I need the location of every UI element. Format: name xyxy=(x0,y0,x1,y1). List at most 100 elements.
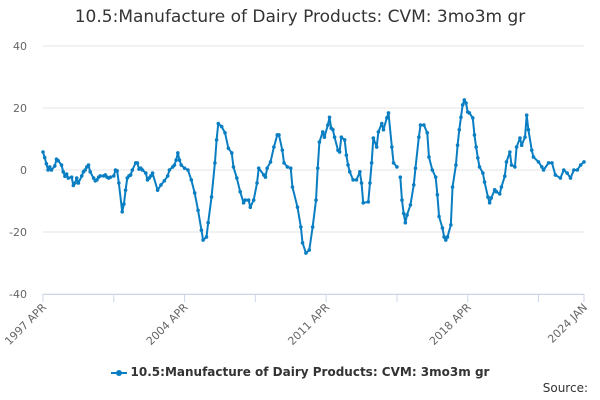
data-point xyxy=(561,168,566,172)
data-point xyxy=(422,123,426,127)
data-point xyxy=(149,174,153,178)
data-point xyxy=(442,235,446,239)
data-point xyxy=(401,211,406,216)
data-point xyxy=(514,145,519,149)
data-point xyxy=(159,183,163,187)
data-point xyxy=(405,213,409,217)
data-point xyxy=(381,127,386,132)
data-point xyxy=(322,135,327,139)
data-point xyxy=(339,135,344,139)
data-point xyxy=(165,174,170,178)
data-point xyxy=(369,161,374,165)
data-point xyxy=(508,150,512,154)
data-point xyxy=(98,174,103,178)
y-tick-label: 20 xyxy=(13,102,27,115)
data-point xyxy=(192,191,197,195)
data-point xyxy=(413,166,418,170)
legend[interactable]: 10.5:Manufacture of Dairy Products: CVM:… xyxy=(0,365,600,379)
data-point xyxy=(398,175,403,179)
data-point xyxy=(226,146,231,151)
data-point xyxy=(435,193,440,197)
data-point xyxy=(315,166,320,170)
data-point xyxy=(385,116,389,120)
data-point xyxy=(74,176,79,180)
data-point xyxy=(46,168,50,172)
data-point xyxy=(61,170,66,174)
data-point xyxy=(553,173,558,177)
data-point xyxy=(411,183,416,187)
data-point xyxy=(504,160,509,164)
data-point xyxy=(162,179,167,183)
data-point xyxy=(223,131,227,135)
data-point xyxy=(575,168,580,172)
data-point xyxy=(457,127,462,132)
data-point xyxy=(235,176,239,180)
data-point xyxy=(529,148,534,152)
data-point xyxy=(449,223,453,227)
data-point xyxy=(182,166,187,170)
data-point xyxy=(540,165,544,169)
data-point xyxy=(304,251,308,255)
data-point xyxy=(464,101,468,105)
data-point xyxy=(268,160,273,164)
data-point xyxy=(280,148,285,152)
data-point xyxy=(395,165,399,169)
data-point xyxy=(390,145,394,149)
data-point xyxy=(199,228,204,232)
data-point xyxy=(88,170,92,174)
x-tick-label: 2024 JAN xyxy=(545,301,590,346)
data-point xyxy=(462,98,467,102)
data-point xyxy=(489,196,494,200)
data-point xyxy=(150,171,155,175)
legend-label: 10.5:Manufacture of Dairy Products: CVM:… xyxy=(130,365,490,379)
data-point xyxy=(108,175,113,179)
data-point xyxy=(69,175,74,179)
data-point xyxy=(494,189,499,194)
data-point xyxy=(499,185,504,189)
data-point xyxy=(320,130,325,134)
data-point xyxy=(376,130,381,134)
data-point xyxy=(482,180,487,184)
chart-title: 10.5:Manufacture of Dairy Products: CVM:… xyxy=(74,7,526,27)
data-point xyxy=(196,208,200,213)
data-point xyxy=(155,188,160,192)
data-point xyxy=(201,238,205,242)
data-point xyxy=(176,151,180,155)
data-point xyxy=(135,161,140,165)
data-point xyxy=(433,175,438,179)
data-point xyxy=(167,168,172,172)
data-point xyxy=(251,198,256,202)
data-point xyxy=(285,165,290,169)
data-point xyxy=(572,168,576,172)
x-tick-label: 2011 APR xyxy=(285,301,332,348)
data-point xyxy=(487,201,492,205)
data-point xyxy=(386,111,391,115)
data-point xyxy=(128,173,133,177)
data-point xyxy=(256,166,261,170)
data-point xyxy=(460,103,465,107)
x-tick-label: 1997 APR xyxy=(2,301,49,348)
data-point xyxy=(518,136,522,140)
data-point xyxy=(418,123,423,127)
data-point xyxy=(52,164,57,168)
data-point xyxy=(282,161,286,165)
y-tick-label: -40 xyxy=(9,288,27,301)
data-point xyxy=(374,145,379,149)
data-point xyxy=(565,171,569,175)
data-point xyxy=(379,121,384,126)
data-point xyxy=(524,113,529,117)
data-point xyxy=(295,205,300,209)
data-point xyxy=(327,115,332,120)
data-point xyxy=(331,127,335,132)
data-point xyxy=(351,178,355,182)
data-point xyxy=(391,161,396,165)
data-point xyxy=(455,143,460,147)
data-point xyxy=(337,150,342,154)
data-point xyxy=(502,174,507,178)
data-point xyxy=(558,176,563,180)
data-point xyxy=(44,162,49,166)
data-point xyxy=(144,171,148,175)
data-point xyxy=(263,175,268,179)
data-point xyxy=(123,188,128,192)
data-point xyxy=(95,178,99,182)
